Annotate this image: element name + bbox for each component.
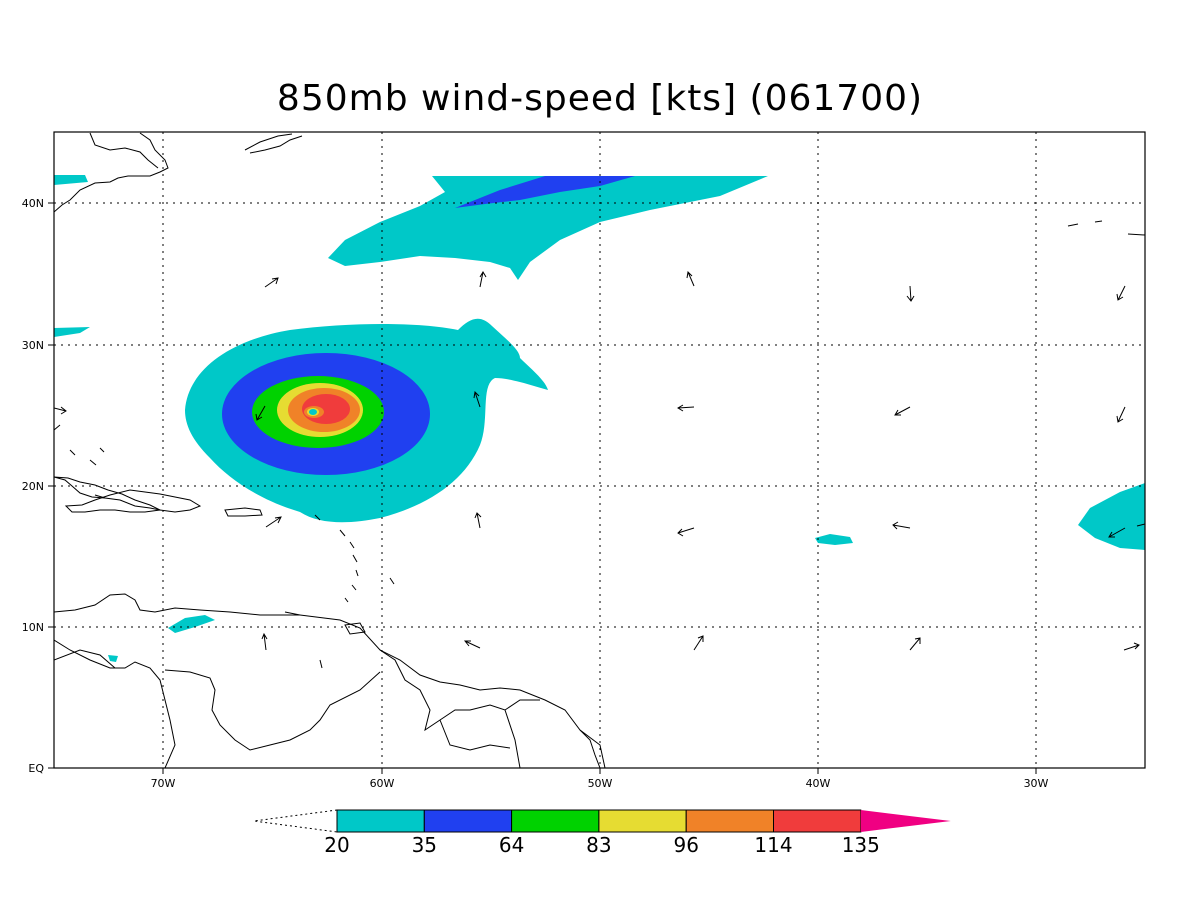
- wind-patch-west-edge-30n: [54, 327, 90, 337]
- wind-vector: [892, 521, 911, 530]
- tick-marks: [48, 202, 1037, 774]
- wind-vector: [1136, 523, 1145, 527]
- y-tick-label: 10N: [22, 621, 44, 634]
- wind-patch-east-edge-17n: [1078, 483, 1145, 550]
- wind-band-north-20kt: [328, 176, 768, 280]
- y-tick-label: 40N: [22, 197, 44, 210]
- wind-patch-caribbean-south: [168, 615, 215, 633]
- coastline-azores: [1067, 220, 1145, 236]
- colorbar-segment: [773, 809, 862, 833]
- coastline-hispaniola: [64, 489, 202, 513]
- x-tick-labels: 70W 60W 50W 40W 30W: [151, 777, 1049, 790]
- wind-vector: [261, 632, 268, 651]
- wind-vector: [677, 404, 695, 412]
- coastline-bahamas: [54, 424, 106, 499]
- colorbar-segment: [598, 809, 687, 833]
- colorbar-level-label: 35: [412, 833, 437, 857]
- wind-band-north-35kt: [455, 176, 635, 208]
- y-tick-label: EQ: [28, 762, 44, 775]
- coastlines: [54, 132, 1145, 768]
- colorbar-level-label: 135: [842, 833, 880, 857]
- border-venezuela-colombia: [164, 669, 381, 751]
- hurricane-eye-20kt: [309, 409, 317, 415]
- coastline-cuba: [54, 476, 161, 511]
- wind-vector: [686, 270, 695, 287]
- colorbar-level-label: 96: [673, 833, 698, 857]
- wind-vector: [1116, 406, 1126, 423]
- wind-patch-west-edge-40n: [54, 175, 88, 185]
- colorbar-level-label: 83: [586, 833, 611, 857]
- wind-patch-panama: [108, 655, 118, 662]
- colorbar-segment: [423, 809, 513, 833]
- coastline-nova-scotia: [244, 133, 303, 154]
- lesser-antilles-islands: [284, 514, 395, 669]
- x-tick-label: 70W: [151, 777, 176, 790]
- map-plot-area: [54, 132, 1145, 768]
- colorbar-low-extension: [253, 809, 338, 833]
- colorbar-level-label: 114: [754, 833, 792, 857]
- wind-vector: [463, 640, 481, 649]
- coastline-new-england: [54, 132, 169, 213]
- wind-vector: [894, 406, 911, 416]
- y-tick-labels: EQ 10N 20N 30N 40N: [22, 197, 45, 775]
- wind-vector: [1116, 285, 1126, 301]
- wind-vector: [54, 406, 67, 415]
- coastline-south-america: [54, 593, 606, 768]
- y-tick-label: 20N: [22, 480, 44, 493]
- wind-vector: [264, 277, 279, 288]
- colorbar-segment: [511, 809, 600, 833]
- coastline-brazil-north: [579, 729, 601, 768]
- coastline-trinidad: [344, 622, 366, 635]
- colorbar-segment: [685, 809, 775, 833]
- map-title: 850mb wind-speed [kts] (061700): [276, 78, 924, 119]
- coastline-puerto-rico: [224, 507, 263, 517]
- colorbar-segment: [336, 809, 425, 833]
- x-tick-label: 60W: [370, 777, 395, 790]
- x-tick-label: 50W: [588, 777, 613, 790]
- wind-vector: [265, 516, 282, 528]
- wind-vector: [906, 285, 915, 302]
- wind-vector: [677, 527, 695, 537]
- wind-patch-mid-atlantic: [815, 534, 853, 545]
- colorbar: 20 35 64 83 96 114 135: [253, 809, 951, 857]
- x-tick-label: 40W: [806, 777, 831, 790]
- wind-vector: [255, 405, 266, 421]
- y-tick-label: 30N: [22, 339, 44, 352]
- wind-vectors: [54, 270, 1145, 651]
- colorbar-high-extension: [860, 810, 951, 832]
- colorbar-level-label: 20: [324, 833, 349, 857]
- wind-vector: [1108, 527, 1126, 538]
- border-guianas: [379, 649, 540, 768]
- x-tick-label: 30W: [1024, 777, 1049, 790]
- wind-vector: [909, 637, 921, 651]
- wind-vector: [474, 512, 482, 529]
- wind-vector: [1123, 642, 1140, 651]
- coastline-panama: [54, 649, 116, 669]
- wind-vector: [479, 271, 487, 288]
- lat-lon-grid: [54, 132, 1145, 768]
- wind-vector: [693, 635, 704, 651]
- wind-vector: [473, 390, 481, 408]
- colorbar-level-label: 64: [499, 833, 524, 857]
